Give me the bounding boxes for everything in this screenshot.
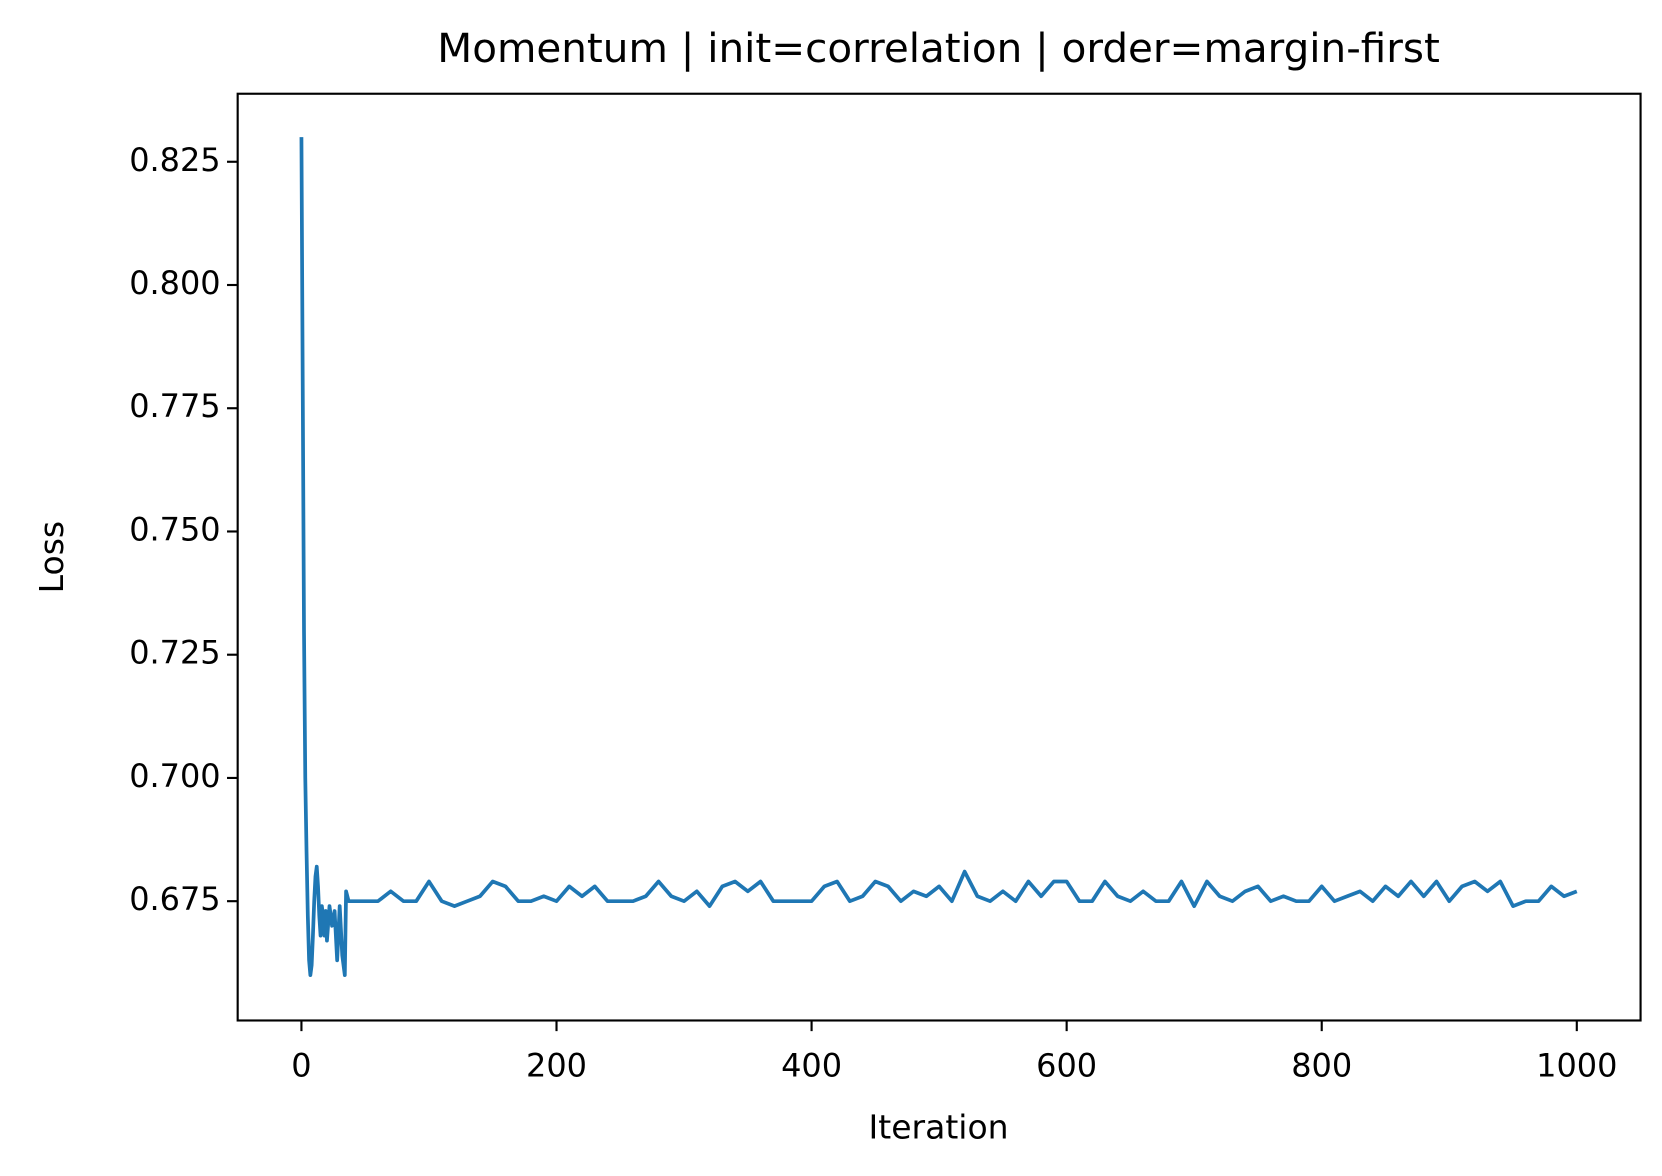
x-axis-label: Iteration (869, 1108, 1009, 1147)
x-tick-label: 400 (781, 1046, 842, 1084)
x-tick-label: 600 (1036, 1046, 1097, 1084)
y-tick-label: 0.800 (129, 264, 220, 302)
y-tick-label: 0.675 (129, 880, 220, 918)
plot-frame (236, 92, 1642, 1022)
y-tick-label: 0.775 (129, 387, 220, 425)
loss-line (299, 137, 1578, 977)
y-axis-label: Loss (32, 521, 71, 593)
x-tick-label: 800 (1291, 1046, 1352, 1084)
x-tick-label: 0 (291, 1046, 311, 1084)
x-tick-label: 1000 (1536, 1046, 1617, 1084)
y-tick-label: 0.825 (129, 141, 220, 179)
y-tick-label: 0.750 (129, 510, 220, 548)
chart-title: Momentum | init=correlation | order=marg… (437, 24, 1440, 72)
y-tick-label: 0.725 (129, 634, 220, 672)
x-tick-label: 200 (526, 1046, 587, 1084)
y-tick-label: 0.700 (129, 757, 220, 795)
